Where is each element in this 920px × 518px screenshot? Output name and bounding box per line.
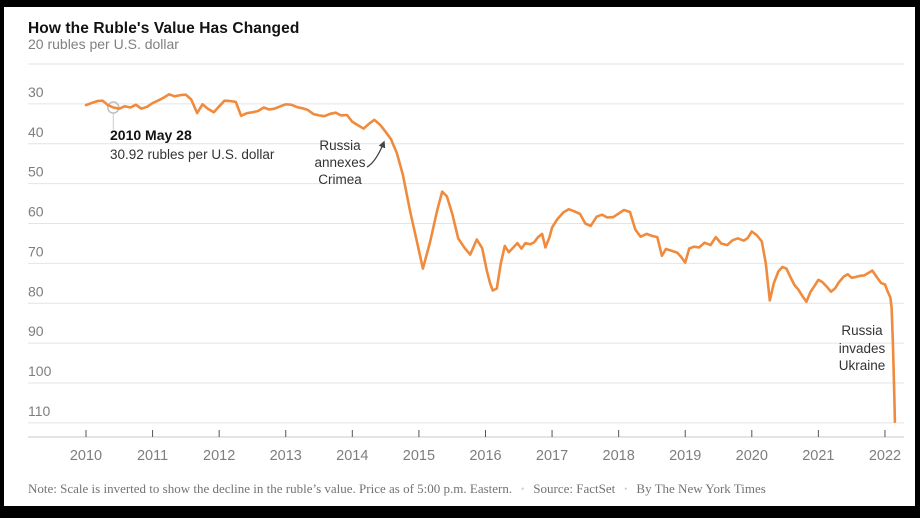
x-tick-label: 2016 bbox=[469, 448, 501, 464]
annotation-russia-annexes-crimea: Russia annexes Crimea bbox=[314, 138, 366, 187]
y-tick-label: 40 bbox=[28, 124, 44, 140]
x-tick-label: 2010 bbox=[70, 448, 102, 464]
x-tick-label: 2011 bbox=[137, 448, 168, 464]
ruble-series-line bbox=[84, 93, 897, 423]
y-tick-label: 80 bbox=[28, 283, 44, 299]
footer-separator-dot: • bbox=[521, 484, 525, 494]
y-axis-unit-label: 20 rubles per U.S. dollar bbox=[28, 36, 179, 52]
footer-separator-dot: • bbox=[624, 484, 628, 494]
x-tick-label: 2013 bbox=[270, 448, 302, 464]
x-tick-label: 2022 bbox=[869, 448, 901, 464]
marked-point-value: 30.92 rubles per U.S. dollar bbox=[110, 147, 275, 162]
marked-point-annotation: 2010 May 28 30.92 rubles per U.S. dollar bbox=[110, 127, 274, 163]
y-tick-label: 70 bbox=[28, 243, 44, 259]
annotation-russia-invades-ukraine: Russia invades Ukraine bbox=[838, 323, 886, 373]
chart-plot-area: 30 40 50 60 70 80 90 100 110 2010 2011 2012 2013 2014… bbox=[28, 63, 904, 464]
window-border-bottom bbox=[0, 506, 920, 518]
x-tick-label: 2018 bbox=[603, 448, 635, 464]
marked-point-date: 2010 May 28 bbox=[110, 127, 192, 143]
x-tick-label: 2012 bbox=[203, 448, 235, 464]
x-tick-label: 2014 bbox=[336, 448, 368, 464]
footer-byline: By The New York Times bbox=[636, 481, 766, 496]
x-tick-label: 2015 bbox=[403, 448, 435, 464]
footer-note: Note: Scale is inverted to show the decl… bbox=[28, 481, 513, 496]
footer-source: Source: FactSet bbox=[533, 481, 616, 496]
y-tick-label: 30 bbox=[28, 84, 44, 100]
x-tick-label: 2021 bbox=[802, 448, 834, 464]
y-tick-label: 90 bbox=[28, 323, 44, 339]
window-border-left bbox=[0, 0, 4, 518]
crimea-annotation-arrow bbox=[366, 140, 386, 168]
y-tick-label: 110 bbox=[28, 403, 51, 419]
window-border-top bbox=[0, 0, 920, 7]
x-tick-label: 2020 bbox=[736, 448, 768, 464]
window-border-right bbox=[915, 0, 920, 518]
chart-title: How the Ruble's Value Has Changed bbox=[28, 20, 300, 38]
y-tick-label: 100 bbox=[28, 363, 52, 379]
x-tick-label: 2017 bbox=[536, 448, 568, 464]
chart-footer: Note: Scale is inverted to show the decl… bbox=[28, 481, 890, 497]
y-tick-label: 60 bbox=[28, 204, 44, 220]
x-tick-label: 2019 bbox=[669, 448, 701, 464]
y-tick-label: 50 bbox=[28, 164, 44, 180]
